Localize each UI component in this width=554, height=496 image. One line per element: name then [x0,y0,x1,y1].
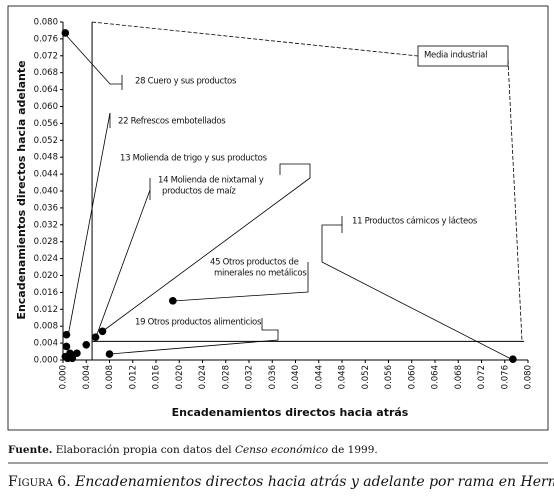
y-tick-label: 0.012 [34,305,58,315]
source: Fuente. Elaboración propia con datos del… [8,444,378,456]
y-tick-label: 0.072 [34,51,58,61]
x-tick-label: 0.020 [175,365,185,389]
leader-line [102,163,311,332]
mean-label-box [417,45,509,67]
point [68,354,77,363]
point [62,330,71,339]
point [82,340,91,349]
x-tick-label: 0.004 [82,365,92,389]
annotation: productos de maíz [162,187,236,197]
source-text: Elaboración propia con datos del [56,444,232,456]
x-tick-label: 0.028 [221,365,231,389]
y-tick-label: 0.008 [34,322,58,332]
x-tick-label: 0.060 [407,365,417,389]
x-tick-label: 0.032 [245,365,255,389]
x-tick-label: 0.076 [500,365,510,389]
caption: Figura 6. Encadenamientos directos hacia… [8,474,554,490]
leader-line [172,262,309,302]
mean-dash [92,21,419,57]
y-tick-label: 0.048 [34,153,58,163]
annotation: 13 Molienda de trigo y sus productos [120,154,268,164]
x-tick-label: 0.036 [268,365,278,389]
x-tick-label: 0.024 [198,365,208,389]
chart-frame [7,5,549,431]
y-tick-label: 0.044 [34,170,58,180]
y-tick-label: 0.068 [34,68,58,78]
point [509,355,517,363]
source-label: Fuente. [8,444,52,456]
annotation: 28 Cuero y sus productos [135,77,237,87]
leader-line [109,318,279,355]
x-tick-label: 0.064 [431,365,441,389]
y-axis-title: Encadenamientos directos hacia adelante [15,60,28,319]
x-tick-label: 0.052 [361,365,371,389]
y-tick-label: 0.060 [34,102,58,112]
annotation: 45 Otros productos de [210,258,299,268]
x-tick-label: 0.068 [454,365,464,389]
mean-dash [507,59,523,342]
y-tick-label: 0.052 [34,136,58,146]
y-tick-label: 0.040 [34,187,58,197]
x-tick-label: 0.040 [291,365,301,389]
x-tick-label: 0.016 [152,365,162,389]
x-tick-label: 0.056 [384,365,394,389]
caption-label: Figura 6. [8,474,71,490]
caption-text: Encadenamientos directos hacia atrás y a… [74,474,554,490]
point [73,349,81,358]
annotation: 14 Molienda de nixtamal y [158,176,264,186]
annotation: 22 Refrescos embotellados [118,117,226,127]
annotation: 11 Productos cárnicos y lácteos [352,217,478,227]
point [105,350,114,358]
annotation: 19 Otros productos alimenticios [135,318,262,328]
mean-label: Media industrial [424,51,487,61]
y-tick-label: 0.028 [34,237,58,247]
point [98,327,107,336]
x-tick-label: 0.072 [477,365,487,389]
x-axis-title: Encadenamientos directos hacia atrás [172,406,409,419]
y-tick-label: 0.064 [34,85,58,95]
x-tick-label: 0.000 [59,365,69,389]
point [169,297,177,305]
y-tick-label: 0.020 [34,271,58,281]
y-tick-label: 0.032 [34,220,58,230]
annotation: minerales no metálicos [214,269,307,279]
point [91,333,100,341]
x-tick-label: 0.008 [105,365,115,389]
point [61,29,70,37]
leader-line [321,224,514,361]
y-tick-label: 0.004 [34,339,58,349]
y-tick-label: 0.024 [34,254,58,264]
leader-line [64,33,122,85]
y-tick-label: 0.016 [34,288,58,298]
source-italic: Censo económico [235,444,328,456]
y-tick-label: 0.056 [34,119,58,129]
y-tick-label: 0.076 [34,34,58,44]
x-tick-label: 0.080 [524,365,534,389]
leader-line [95,189,151,338]
x-tick-label: 0.044 [314,365,324,389]
leader-line [67,112,111,337]
x-tick-label: 0.012 [128,365,138,389]
point [62,342,71,351]
y-tick-label: 0.080 [34,18,58,28]
y-tick-label: 0.036 [34,203,58,213]
x-tick-label: 0.048 [338,365,348,389]
y-tick-label: 0.000 [34,356,58,366]
source-text: de 1999. [331,444,377,456]
